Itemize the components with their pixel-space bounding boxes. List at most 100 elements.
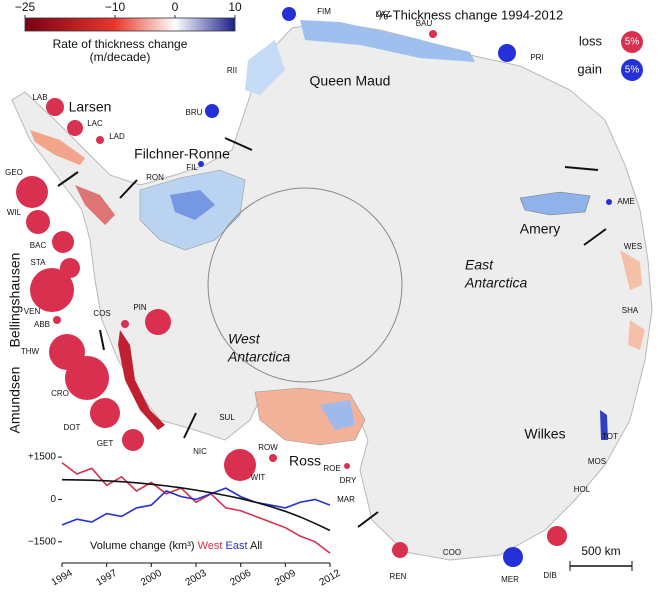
shelf-label: BRU <box>186 108 203 117</box>
shelf-label: LAD <box>109 132 125 141</box>
region-label: Amery <box>520 221 560 237</box>
drainage-dividers <box>57 137 607 528</box>
region-label: Bellingshausen <box>7 253 23 348</box>
chart-title-part: Volume change (km³) <box>90 540 198 552</box>
shelf-change-marker <box>198 161 204 167</box>
shelf-label: COS <box>93 309 110 318</box>
shelf-label: MOS <box>588 457 606 466</box>
shelf-label: VEN <box>24 307 41 316</box>
queen-maud-gain <box>300 20 475 62</box>
shelf-label: PIN <box>133 303 147 312</box>
shelf-change-marker <box>30 268 74 312</box>
shelf-label: FIM <box>317 7 331 16</box>
scale-label: 500 km <box>581 544 620 558</box>
shelf-change-marker <box>224 449 256 481</box>
region-label-italic: Antarctica <box>464 275 527 291</box>
shelf-label: LAB <box>32 93 47 102</box>
shelf-label: WIL <box>7 208 22 217</box>
shelf-change-marker <box>344 463 350 469</box>
colorbar-tick-label: −25 <box>15 0 36 14</box>
chart-title-part: West <box>198 540 226 552</box>
x-tick-label: 1994 <box>50 568 75 589</box>
east-coast-shelf <box>620 250 645 350</box>
shelf-change-marker <box>205 104 219 118</box>
shelf-change-marker <box>90 398 120 428</box>
volume-chart: +1500 0 −1500 1994 1997 2000 2003 2006 2009 2012 V… <box>28 452 343 589</box>
shelf-label: MAR <box>337 495 355 504</box>
legend-name: gain <box>577 61 602 76</box>
region-label: Filchner-Ronne <box>134 146 230 162</box>
shelf-label: PRI <box>530 53 543 62</box>
shelf-markers: LAB LAC LAD GEO WIL BAC STA VEN ABB COS PIN THW CRO D… <box>5 7 642 584</box>
chart-title-part: All <box>250 540 262 552</box>
shelf-change-marker <box>606 199 612 205</box>
legend-title: %-Thickness change 1994-2012 <box>377 7 563 22</box>
legend-swatch <box>621 31 643 53</box>
shelf-label: LAC <box>87 119 103 128</box>
larsen-shelf <box>30 130 85 165</box>
scale-bar: 500 km <box>569 544 633 571</box>
shelf-change-marker <box>26 210 50 234</box>
legend: %-Thickness change 1994-2012 loss 5% gain 5% <box>377 7 643 81</box>
colorbar-tick-label: 0 <box>172 0 179 14</box>
region-label: Ross <box>289 453 321 469</box>
shelf-label: AME <box>617 197 634 206</box>
shelf-label: STA <box>31 258 47 267</box>
region-label-italic: West <box>228 331 261 347</box>
shelf-label: RON <box>146 173 164 182</box>
colorbar: −25 −10 0 10 Rate of thickness change(m/deca… <box>15 0 242 64</box>
shelf-change-marker <box>46 98 64 116</box>
shelf-change-marker <box>121 320 129 328</box>
shelf-label: FIL <box>186 163 198 172</box>
shelf-label: DIB <box>543 571 556 580</box>
colorbar-tick-label: −10 <box>105 0 126 14</box>
region-label-italic: Antarctica <box>227 349 290 365</box>
shelf-label: DRY <box>340 476 357 485</box>
shelf-change-marker <box>96 136 104 144</box>
legend-swatch <box>621 59 643 81</box>
ronne-gain-patch <box>170 190 215 220</box>
antarctica-land <box>11 21 653 561</box>
shelf-label: THW <box>21 347 40 356</box>
shelf-change-marker <box>16 176 48 208</box>
legend-value: 5% <box>625 37 640 48</box>
shelf-label: SUL <box>219 413 235 422</box>
shelf-change-marker <box>429 30 437 38</box>
totten-gain <box>600 410 608 440</box>
shelf-change-marker <box>65 356 109 400</box>
shelf-change-marker <box>53 316 61 324</box>
x-tick-label: 2006 <box>228 568 253 589</box>
colorbar-ramp <box>24 17 236 32</box>
y-tick-label: +1500 <box>28 452 57 463</box>
region-labels: Queen Maud Larsen Filchner-Ronne Amery Wilke… <box>7 73 566 469</box>
shelf-label: SHA <box>622 306 639 315</box>
series-line <box>61 478 331 532</box>
x-tick-label: 2003 <box>184 568 209 589</box>
shelf-change-marker <box>282 7 296 21</box>
shelf-label: TOT <box>602 432 618 441</box>
chart-title: Volume change (km³) West East All <box>90 540 262 552</box>
legend-name: loss <box>579 33 603 48</box>
ross-gain-patch <box>320 400 355 430</box>
x-tick-label: 2012 <box>318 568 343 589</box>
region-label: Larsen <box>69 99 112 115</box>
shelf-change-marker <box>122 429 144 451</box>
riiser-shelf <box>245 40 285 95</box>
shelf-label: GEO <box>5 168 23 177</box>
shelf-label: RII <box>227 66 237 75</box>
x-tick-label: 2009 <box>273 568 298 589</box>
map <box>11 20 653 561</box>
shelf-label: MER <box>501 575 519 584</box>
shelf-label: CRO <box>51 389 69 398</box>
legend-value: 5% <box>625 65 640 76</box>
shelf-label: WES <box>624 242 642 251</box>
series-line <box>61 487 331 526</box>
peninsula-loss <box>75 185 115 225</box>
shelf-change-marker <box>498 44 516 62</box>
shelf-label: BAU <box>416 19 433 28</box>
shelf-change-marker <box>145 309 171 335</box>
region-label: Queen Maud <box>310 73 391 89</box>
shelf-label: HOL <box>574 485 591 494</box>
y-tick-label: −1500 <box>28 536 57 547</box>
